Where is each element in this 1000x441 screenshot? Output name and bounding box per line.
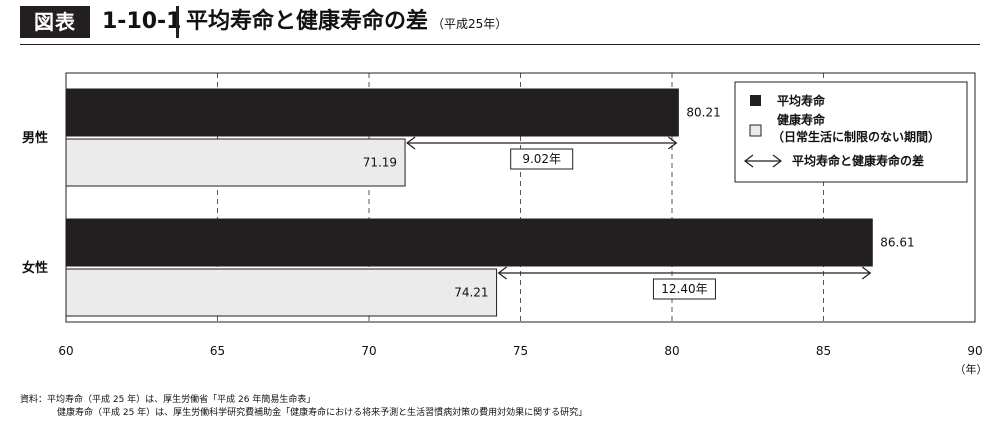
chart-title-row: 平均寿命と健康寿命の差 （平成25年） — [186, 8, 507, 38]
title-rule — [20, 44, 980, 45]
chart-subtitle: （平成25年） — [432, 17, 508, 31]
value-label: 71.19 — [363, 156, 397, 170]
category-label: 男性 — [22, 130, 48, 146]
difference-box — [652, 278, 716, 300]
difference-box — [510, 148, 574, 170]
value-label: 74.21 — [454, 286, 488, 300]
difference-label: 9.02年 — [522, 152, 561, 166]
x-tick-label: 85 — [816, 344, 831, 358]
x-unit-label: （年） — [955, 362, 988, 376]
legend-arrowhead — [772, 154, 782, 168]
legend-marker-gray — [749, 124, 762, 137]
plot-frame — [65, 72, 976, 323]
source-note: 資料：平均寿命（平成 25 年）は、厚生労働省「平成 26 年簡易生命表」 健康… — [20, 394, 587, 420]
x-tick-label: 80 — [664, 344, 679, 358]
legend-label: 健康寿命 — [777, 112, 826, 127]
title-separator — [176, 6, 179, 38]
legend-label: 平均寿命と健康寿命の差 — [792, 153, 924, 168]
bar-healthy-life — [65, 268, 498, 317]
source-line-2: 健康寿命（平成 25 年）は、厚生労働科学研究費補助金「健康寿命における将来予測… — [57, 408, 588, 418]
bar-average-life — [65, 88, 679, 137]
legend-marker-black — [750, 95, 761, 106]
x-tick-label: 75 — [513, 344, 528, 358]
chart-title: 平均寿命と健康寿命の差 — [186, 9, 429, 34]
value-label: 86.61 — [880, 236, 914, 250]
difference-arrowhead — [497, 266, 507, 280]
value-label: 80.21 — [686, 106, 720, 120]
difference-arrowhead — [861, 266, 872, 280]
x-tick-label: 90 — [967, 344, 982, 358]
bar-average-life — [65, 218, 873, 267]
bar-healthy-life — [65, 138, 406, 187]
difference-arrowhead — [406, 136, 416, 150]
x-tick-label: 65 — [210, 344, 225, 358]
legend-box — [734, 81, 968, 183]
legend-sublabel: （日常生活に制限のない期間） — [772, 129, 940, 144]
figure-label: 図表 — [20, 6, 90, 38]
difference-arrowhead — [668, 136, 678, 150]
legend-label: 平均寿命 — [777, 93, 826, 108]
category-label: 女性 — [22, 260, 48, 276]
figure-number: 1-10-1 — [102, 9, 182, 34]
x-tick-label: 70 — [361, 344, 376, 358]
x-tick-label: 60 — [58, 344, 73, 358]
source-line-1: 資料：平均寿命（平成 25 年）は、厚生労働省「平成 26 年簡易生命表」 — [20, 395, 316, 405]
legend-arrowhead — [744, 154, 754, 168]
difference-label: 12.40年 — [661, 282, 707, 296]
